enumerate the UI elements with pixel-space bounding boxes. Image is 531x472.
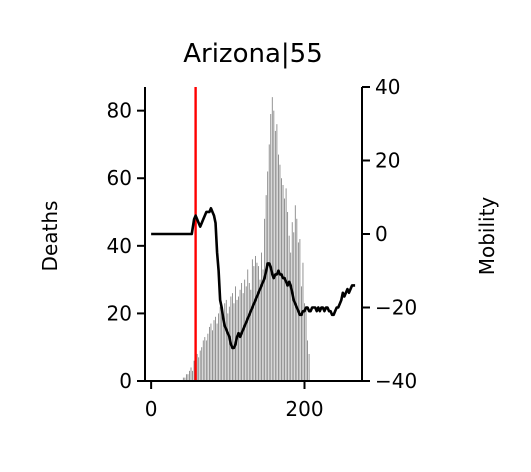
deaths-bar [305,310,307,381]
deaths-bar [215,316,216,381]
deaths-bar [273,110,275,381]
deaths-bar [287,212,289,381]
deaths-bar [281,178,282,381]
axes: 0 20 40 60 80 −40 −20 0 20 40 0 200 [107,75,418,421]
deaths-bar [256,262,258,381]
deaths-bar [244,279,246,381]
deaths-bar [187,374,189,381]
deaths-bar [270,114,272,381]
deaths-bar [207,333,209,381]
deaths-bar [304,303,305,381]
deaths-bar [182,377,184,381]
deaths-bar [202,340,204,381]
deaths-bar [222,316,224,381]
deaths-bar [301,286,302,381]
deaths-bar [302,262,304,381]
deaths-bar [190,367,192,381]
deaths-bar [189,370,190,381]
deaths-bar [212,330,213,381]
deaths-bar [261,252,262,381]
deaths-bar [201,347,203,381]
deaths-bar [255,255,256,381]
deaths-bar [228,306,230,381]
deaths-bar [213,320,215,381]
deaths-bar [210,323,212,381]
deaths-bar [227,313,229,381]
y2-tick-label: 20 [375,149,400,173]
deaths-bar [221,310,223,381]
deaths-bar [276,124,278,382]
deaths-bar [288,235,290,381]
deaths-bar [274,130,276,381]
deaths-bar [278,154,279,381]
y-tick-label: 0 [119,369,132,393]
deaths-bar [216,323,218,381]
mobility-line-layer [151,206,356,350]
deaths-bar [184,377,186,381]
y-tick-label: 20 [107,301,132,325]
deaths-bar [250,289,252,381]
deaths-bar [284,198,285,381]
deaths-bar [308,353,310,381]
deaths-bar [242,293,244,381]
deaths-bar [290,252,292,381]
chart-title: Arizona|55 [183,39,323,69]
deaths-bar [262,269,264,381]
deaths-bar [282,185,284,381]
deaths-bar [238,296,239,381]
deaths-bar [259,279,261,381]
deaths-bar [245,286,247,381]
y-axis-label-deaths: Deaths [38,201,62,272]
deaths-bar [199,350,201,381]
y2-tick-label: 0 [375,222,388,246]
deaths-bar [253,266,255,381]
deaths-bar [291,222,293,381]
deaths-bar [219,306,221,381]
deaths-bar [231,293,233,381]
deaths-bar [251,259,253,381]
y-tick-label: 40 [107,234,132,258]
deaths-bar [192,370,193,381]
y2-tick-label: −20 [375,296,417,320]
deaths-bar [299,239,301,381]
y2-tick-label: 40 [375,75,400,99]
deaths-bar [296,218,298,381]
deaths-bar [218,313,220,381]
y-tick-label: 80 [107,99,132,123]
deaths-bar [204,337,206,381]
y2-tick-label: −40 [375,369,417,393]
deaths-bar [193,360,195,381]
deaths-bar [307,340,308,381]
deaths-bar [196,353,198,381]
deaths-bar [264,218,266,381]
y2-axis-label-mobility: Mobility [475,197,499,276]
deaths-bar [198,357,200,381]
y-tick-label: 60 [107,166,132,190]
deaths-bar [293,232,295,381]
deaths-bar [271,97,273,381]
x-tick-label: 0 [145,397,158,421]
deaths-bar [185,374,187,381]
deaths-bar [205,340,207,381]
deaths-bar [267,171,269,381]
deaths-bar [224,303,226,381]
mobility-line [151,206,356,350]
deaths-bar [258,266,259,381]
deaths-bar [235,286,236,381]
deaths-bar [294,205,296,381]
deaths-bar [208,326,210,381]
deaths-bars [182,97,310,382]
deaths-bar [248,283,250,381]
deaths-bar [247,269,249,381]
deaths-bar [233,303,235,381]
deaths-bar [225,299,227,381]
x-tick-label: 200 [285,397,323,421]
deaths-bar [265,195,267,381]
